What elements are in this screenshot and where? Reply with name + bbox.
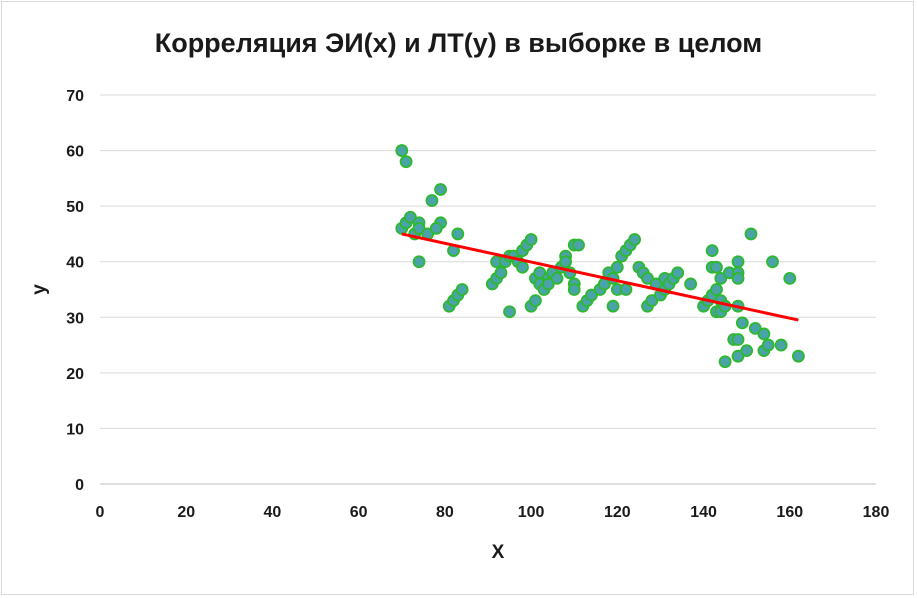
trendline-group — [401, 232, 799, 322]
data-point — [766, 255, 779, 269]
chart-title: Корреляция ЭИ(x) и ЛТ(y) в выборке в цел… — [154, 28, 763, 58]
data-point — [559, 255, 572, 269]
data-point — [731, 271, 745, 285]
data-point — [705, 244, 719, 258]
data-point — [684, 277, 698, 291]
trendline — [401, 232, 799, 322]
data-point — [619, 283, 633, 296]
data-point — [761, 338, 775, 352]
data-point — [572, 238, 585, 252]
data-point — [740, 344, 754, 358]
x-tick-label: 140 — [690, 504, 717, 521]
data-point — [757, 327, 771, 341]
data-point — [774, 338, 788, 352]
y-tick-label: 20 — [66, 366, 84, 383]
data-point — [451, 227, 465, 241]
x-tick-labels: 0 20 40 60 80 100 120 140 160 180 — [96, 504, 890, 521]
x-tick-label: 180 — [863, 504, 890, 521]
data-point — [503, 305, 516, 319]
data-point — [516, 260, 529, 274]
x-tick-label: 0 — [96, 504, 105, 521]
data-point — [434, 183, 447, 196]
data-point — [425, 194, 439, 207]
data-point — [567, 283, 581, 296]
data-point — [429, 221, 443, 235]
data-point — [710, 260, 723, 274]
data-point — [455, 283, 469, 296]
data-point — [395, 144, 409, 157]
data-point — [671, 266, 685, 280]
x-tick-label: 80 — [436, 504, 454, 521]
data-point — [744, 227, 758, 241]
y-tick-label: 70 — [66, 88, 84, 105]
data-point — [550, 271, 564, 285]
y-tick-labels: 0 10 20 30 40 50 60 70 — [66, 88, 84, 494]
y-tick-label: 30 — [66, 310, 84, 327]
y-tick-label: 0 — [75, 477, 84, 494]
data-point — [610, 260, 624, 274]
x-tick-label: 40 — [264, 504, 282, 521]
data-point — [710, 283, 723, 296]
y-axis-label: y — [29, 284, 50, 295]
data-point — [399, 155, 413, 169]
data-point — [606, 299, 620, 313]
data-point — [412, 255, 426, 269]
data-point — [731, 333, 745, 346]
data-point — [731, 255, 745, 269]
data-point — [494, 266, 508, 280]
data-point — [524, 233, 538, 246]
data-points — [395, 144, 805, 369]
data-point — [718, 355, 732, 369]
x-tick-label: 20 — [177, 504, 195, 521]
x-tick-label: 160 — [776, 504, 803, 521]
data-point — [792, 349, 805, 363]
x-tick-label: 120 — [604, 504, 631, 521]
data-point — [735, 316, 749, 330]
y-tick-label: 60 — [66, 144, 84, 161]
y-tick-label: 50 — [66, 199, 84, 216]
x-tick-label: 60 — [350, 504, 368, 521]
y-tick-label: 40 — [66, 255, 84, 272]
data-point — [628, 233, 641, 246]
gridlines — [100, 94, 876, 485]
x-axis-label: X — [492, 542, 505, 563]
data-point — [529, 294, 542, 308]
x-tick-label: 100 — [518, 504, 545, 521]
y-tick-label: 10 — [66, 421, 84, 438]
data-point — [783, 271, 797, 285]
